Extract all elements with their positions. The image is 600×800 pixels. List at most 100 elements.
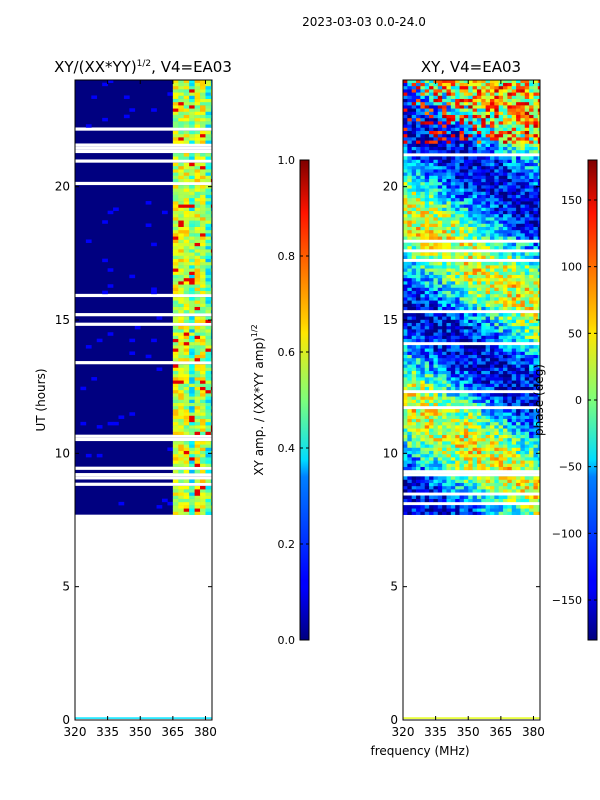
heatmap-cell — [516, 482, 521, 487]
heatmap-cell — [520, 130, 526, 135]
heatmap-cell — [450, 178, 456, 183]
heatmap-cell — [172, 165, 179, 170]
heatmap-cell — [481, 261, 486, 266]
heatmap-cell — [416, 117, 421, 122]
heatmap-cell — [194, 498, 201, 503]
heatmap-cell — [459, 428, 465, 432]
heatmap-cell — [433, 207, 439, 211]
heatmap-cell — [420, 149, 426, 154]
heatmap-cell — [524, 245, 530, 250]
heatmap-cell — [437, 127, 443, 131]
heatmap-cell — [533, 357, 539, 362]
heatmap-cell — [459, 418, 465, 423]
heatmap-cell — [420, 377, 426, 381]
heatmap-cell — [172, 178, 179, 183]
heatmap-cell — [494, 191, 499, 195]
heatmap-cell — [524, 380, 530, 384]
heatmap-cell — [205, 405, 212, 410]
heatmap-cell — [507, 511, 513, 515]
heatmap-cell — [420, 332, 426, 336]
heatmap-cell — [481, 418, 486, 423]
heatmap-cell — [205, 370, 212, 375]
heatmap-cell — [433, 354, 439, 359]
heatmap-cell — [429, 399, 434, 403]
heatmap-cell — [511, 300, 517, 304]
heatmap-cell — [476, 242, 482, 247]
heatmap-cell — [429, 396, 434, 400]
heatmap-cell — [429, 98, 434, 103]
heatmap-cell — [498, 204, 504, 208]
heatmap-cell — [172, 319, 179, 323]
heatmap-cell — [498, 92, 504, 96]
heatmap-cell — [494, 434, 499, 439]
heatmap-cell — [476, 351, 482, 355]
heatmap-cell — [498, 300, 504, 304]
heatmap-cell — [529, 396, 534, 400]
heatmap-cell — [472, 162, 478, 167]
heatmap-cell — [424, 290, 430, 295]
y-tick-label: 20 — [55, 180, 70, 194]
heatmap-cell — [183, 479, 190, 483]
heatmap-cell — [511, 108, 517, 112]
heatmap-cell — [481, 92, 486, 96]
heatmap-cell — [189, 386, 195, 391]
heatmap-cell — [429, 418, 434, 423]
heatmap-cell — [476, 287, 482, 291]
heatmap-cell — [472, 447, 478, 451]
heatmap-cell — [424, 338, 430, 343]
heatmap-cell — [533, 156, 539, 160]
heatmap-cell — [481, 431, 486, 435]
heatmap-cell — [210, 175, 212, 179]
heatmap-cell — [411, 204, 417, 208]
heatmap-cell — [516, 127, 521, 131]
flagged-row — [403, 239, 540, 243]
heatmap-cell — [210, 207, 212, 211]
heatmap-cell — [511, 169, 517, 173]
heatmap-cell — [416, 226, 421, 231]
heatmap-cell — [429, 137, 434, 141]
heatmap-cell — [489, 127, 495, 131]
heatmap-cell — [194, 341, 201, 346]
heatmap-cell — [503, 172, 508, 176]
heatmap-cell — [503, 185, 508, 189]
heatmap-cell — [200, 399, 206, 403]
heatmap-cell — [205, 92, 212, 96]
heatmap-cell — [200, 175, 206, 179]
heatmap-cell — [403, 210, 408, 215]
heatmap-cell — [429, 197, 434, 202]
heatmap-cell — [507, 409, 513, 413]
heatmap-cell — [172, 197, 179, 202]
heatmap-cell — [200, 421, 206, 426]
heatmap-cell — [210, 114, 212, 119]
heatmap-cell — [429, 329, 434, 333]
heatmap-cell — [407, 450, 412, 455]
heatmap-cell — [424, 121, 430, 125]
heatmap-cell — [468, 261, 473, 266]
heatmap-cell — [416, 121, 421, 125]
heatmap-cell — [468, 255, 473, 259]
heatmap-cell — [524, 351, 530, 355]
heatmap-cell — [189, 377, 195, 381]
heatmap-cell — [468, 220, 473, 224]
heatmap-cell — [455, 444, 460, 448]
heatmap-cell — [178, 255, 185, 259]
heatmap-cell — [411, 111, 417, 115]
heatmap-cell — [468, 245, 473, 250]
heatmap-cell — [476, 447, 482, 451]
heatmap-cell — [416, 197, 421, 202]
heatmap-cell — [446, 117, 452, 122]
heatmap-cell — [507, 306, 513, 311]
heatmap-cell — [446, 213, 452, 218]
heatmap-cell — [420, 505, 426, 509]
heatmap-cell — [533, 185, 539, 189]
heatmap-cell — [200, 389, 206, 394]
heatmap-cell — [411, 476, 417, 480]
heatmap-cell — [420, 121, 426, 125]
heatmap-cell — [433, 409, 439, 413]
heatmap-cell — [533, 367, 539, 371]
heatmap-cell — [516, 434, 521, 439]
heatmap-cell — [524, 370, 530, 375]
heatmap-cell — [189, 453, 195, 458]
heatmap-cell — [481, 444, 486, 448]
heatmap-cell — [194, 396, 201, 400]
